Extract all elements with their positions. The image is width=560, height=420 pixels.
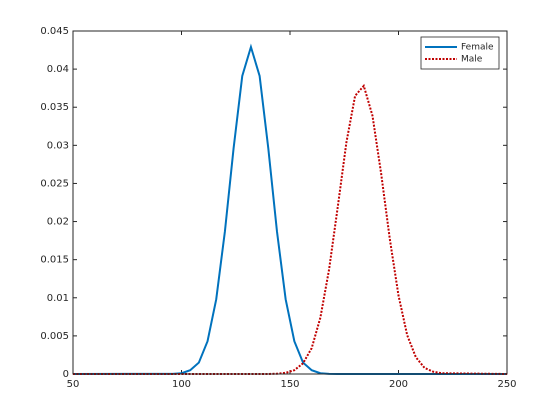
- x-tick-label: 250: [497, 379, 516, 390]
- series-line: [73, 83, 508, 375]
- legend-label: Female: [461, 43, 494, 53]
- y-tick-label: 0: [63, 369, 69, 380]
- y-tick-label: 0.045: [40, 26, 69, 37]
- legend-box: [420, 36, 500, 70]
- x-tick-label: 100: [172, 379, 191, 390]
- y-tick-label: 0.01: [47, 293, 69, 304]
- y-tick-label: 0.005: [40, 331, 69, 342]
- y-tick-label: 0.03: [47, 140, 69, 151]
- legend-label: Male: [461, 55, 483, 65]
- x-tick-label: 200: [389, 379, 408, 390]
- y-tick-label: 0.04: [47, 64, 69, 75]
- y-tick-label: 0.035: [40, 102, 69, 113]
- plot-box: [72, 30, 508, 375]
- x-tick-label: 50: [67, 379, 80, 390]
- y-tick-label: 0.025: [40, 178, 69, 189]
- y-tick-label: 0.02: [47, 217, 69, 228]
- x-tick-label: 150: [280, 379, 299, 390]
- y-tick-label: 0.015: [40, 255, 69, 266]
